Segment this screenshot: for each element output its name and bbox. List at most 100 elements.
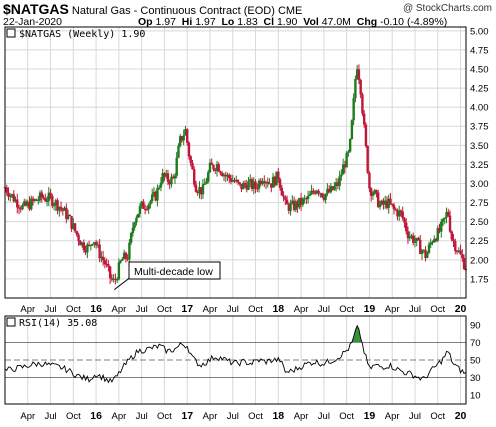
rsi-x-tick-label: Oct (248, 411, 263, 422)
candle-body (35, 199, 38, 201)
rsi-x-tick-label: 19 (364, 410, 376, 422)
candle-body (44, 198, 47, 202)
candle-body (326, 188, 329, 194)
candle-body (26, 201, 29, 206)
candle-body (394, 209, 397, 211)
candle-body (47, 192, 51, 201)
candle-body (37, 200, 40, 202)
candle-body (380, 200, 383, 205)
candle-body (142, 201, 145, 209)
candle-body (322, 197, 326, 200)
candle-body (31, 198, 35, 201)
rsi-x-tick-label: Apr (20, 411, 35, 422)
symbol: $NATGAS (3, 1, 69, 17)
candle-body (333, 186, 336, 190)
candle-body (277, 171, 280, 180)
candle-body (334, 182, 338, 187)
candle-body (93, 242, 96, 244)
candle-body (298, 197, 301, 208)
candle-body (54, 200, 58, 206)
candle-body (65, 207, 68, 219)
candle-body (441, 218, 445, 222)
x-tick-label: 16 (90, 303, 102, 315)
rsi-x-tick-label: Jul (44, 411, 56, 422)
candle-body (38, 192, 42, 201)
candle-body (238, 182, 241, 184)
y-tick-label: 4.75 (470, 45, 489, 56)
candle-body (156, 188, 159, 201)
candle-body (196, 191, 199, 194)
candle-body (205, 181, 208, 184)
candle-body (429, 242, 432, 245)
candle-body (401, 211, 404, 219)
x-tick-label: Jul (227, 304, 239, 315)
candle-body (387, 198, 390, 208)
x-tick-label: Apr (111, 304, 126, 315)
rsi-y-tick-label: 90 (470, 320, 481, 331)
candle-body (182, 135, 185, 141)
candle-body (329, 186, 333, 193)
candle-body (215, 164, 219, 171)
candle-body (417, 237, 420, 240)
candle-body (101, 256, 105, 261)
open-value: 1.97 (155, 16, 176, 28)
candle-body (359, 79, 362, 95)
candle-body (201, 184, 205, 195)
candle-body (224, 174, 227, 177)
rsi-x-tick-label: Oct (66, 411, 81, 422)
low-label: Lo (221, 16, 235, 28)
candle-body (396, 210, 399, 217)
candle-body (173, 175, 177, 179)
candle-body (89, 244, 93, 246)
candle-body (242, 182, 245, 190)
legend-swatch (6, 28, 16, 38)
candle-body (210, 162, 213, 166)
date: 22-Jan-2020 (3, 16, 62, 28)
x-tick-label: 19 (364, 303, 376, 315)
candle-body (345, 152, 348, 168)
candle-body (161, 172, 164, 183)
candle-body (212, 165, 215, 170)
rsi-x-tick-label: 20 (455, 410, 467, 422)
candle-body (84, 250, 87, 253)
candle-body (129, 233, 133, 243)
candle-body (303, 198, 306, 200)
candle-body (427, 244, 431, 253)
rsi-x-tick-label: Apr (385, 411, 400, 422)
x-tick-label: Apr (294, 304, 309, 315)
candle-body (422, 249, 425, 251)
price-legend-text: $NATGAS (Weekly) 1.90 (19, 29, 145, 40)
candle-body (42, 197, 45, 199)
rsi-panel-frame (4, 315, 467, 405)
rsi-x-tick-label: Oct (430, 411, 445, 422)
candle-body (77, 234, 80, 241)
candle-body (79, 240, 82, 246)
candle-body (236, 179, 240, 183)
candle-body (243, 182, 247, 185)
candle-body (405, 222, 408, 232)
candle-body (193, 169, 196, 185)
candle-body (426, 252, 429, 258)
y-tick-label: 2.75 (470, 198, 489, 209)
candle-body (23, 201, 26, 206)
rsi-x-tick-label: Jul (136, 411, 148, 422)
candle-body (221, 173, 224, 177)
candle-body (382, 200, 385, 205)
rsi-x-tick-label: Oct (339, 411, 354, 422)
candle-body (107, 264, 110, 267)
candle-body (263, 181, 266, 184)
candle-body (110, 278, 114, 280)
candle-body (214, 169, 217, 171)
candle-body (424, 249, 427, 258)
candle-body (122, 252, 126, 260)
candle-body (228, 174, 231, 179)
candle-body (440, 221, 443, 232)
candle-body (140, 201, 143, 207)
candle-body (385, 200, 389, 208)
candle-body (121, 259, 124, 261)
price-panel-frame (4, 26, 467, 299)
candle-body (364, 124, 368, 146)
candle-body (28, 201, 31, 210)
rsi-overbought-fill (351, 325, 363, 343)
description: Natural Gas - Continuous Contract (EOD) (71, 5, 275, 17)
